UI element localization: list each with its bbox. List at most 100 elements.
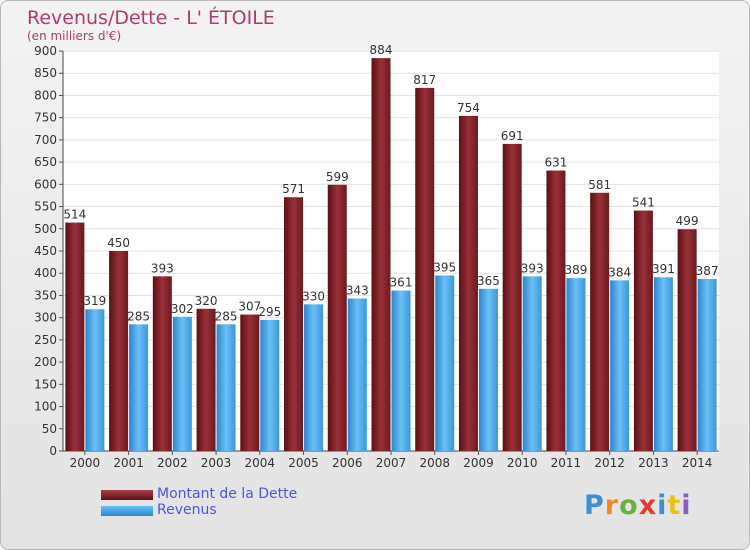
x-tick-label: 2001 xyxy=(113,456,144,470)
y-tick-label: 250 xyxy=(34,333,57,347)
legend-label-debt: Montant de la Dette xyxy=(157,486,298,502)
y-tick-label: 150 xyxy=(34,377,57,391)
bar-revenue xyxy=(435,275,455,451)
bar-debt xyxy=(152,276,172,451)
y-tick-label: 600 xyxy=(34,177,57,191)
bar-debt xyxy=(240,314,260,451)
x-tick-label: 2010 xyxy=(507,456,538,470)
bar-revenue xyxy=(172,316,192,451)
data-label-debt: 631 xyxy=(544,156,567,170)
data-label-revenue: 302 xyxy=(171,302,194,316)
data-label-revenue: 285 xyxy=(215,309,238,323)
bar-revenue xyxy=(347,298,367,451)
y-tick-label: 450 xyxy=(34,244,57,258)
x-tick-label: 2008 xyxy=(419,456,450,470)
proxiti-logo: Proxiti xyxy=(584,490,692,521)
bar-debt xyxy=(415,87,435,451)
grid-lines xyxy=(63,50,719,452)
bar-revenue xyxy=(653,277,673,451)
x-tick-label: 2014 xyxy=(682,456,713,470)
data-label-revenue: 319 xyxy=(83,294,106,308)
bar-debt xyxy=(371,58,391,451)
bar-debt xyxy=(633,210,653,451)
y-tick-label: 650 xyxy=(34,155,57,169)
data-labels: 5143194502853933023202853072955713305993… xyxy=(63,43,718,323)
data-label-debt: 541 xyxy=(632,196,655,210)
y-tick-label: 700 xyxy=(34,133,57,147)
y-tick-label: 400 xyxy=(34,266,57,280)
bar-debt xyxy=(546,170,566,452)
data-label-debt: 514 xyxy=(63,208,86,222)
y-tick-label: 300 xyxy=(34,311,57,325)
bar-revenue xyxy=(129,324,149,451)
y-tick-label: 850 xyxy=(34,66,57,80)
data-label-debt: 817 xyxy=(413,73,436,87)
legend-swatch-debt xyxy=(101,490,153,500)
chart-subtitle: (en milliers d'€) xyxy=(27,29,122,43)
x-tick-label: 2005 xyxy=(288,456,319,470)
y-axis-ticks: 0 50 100 150 200 250 300 350 400 450 500 550 600 650 7… xyxy=(34,44,719,458)
y-tick-label: 350 xyxy=(34,288,57,302)
data-label-revenue: 361 xyxy=(390,276,413,290)
data-label-revenue: 391 xyxy=(652,262,675,276)
bar-revenue xyxy=(566,278,586,451)
bar-debt xyxy=(196,308,216,451)
data-label-debt: 450 xyxy=(107,236,130,250)
data-label-revenue: 343 xyxy=(346,284,369,298)
bar-debt xyxy=(65,222,85,451)
x-tick-label: 2011 xyxy=(551,456,582,470)
data-label-debt: 320 xyxy=(195,294,218,308)
bars xyxy=(65,58,717,452)
bar-debt xyxy=(502,143,522,451)
x-tick-label: 2006 xyxy=(332,456,363,470)
y-tick-label: 0 xyxy=(49,444,57,458)
x-tick-label: 2004 xyxy=(245,456,276,470)
x-tick-label: 2009 xyxy=(463,456,494,470)
chart-title: Revenus/Dette - L' ÉTOILE xyxy=(27,7,275,29)
x-tick-label: 2012 xyxy=(594,456,625,470)
data-label-debt: 307 xyxy=(238,300,261,314)
y-tick-label: 750 xyxy=(34,111,57,125)
data-label-debt: 499 xyxy=(676,214,699,228)
y-tick-label: 500 xyxy=(34,222,57,236)
bar-debt xyxy=(590,192,610,451)
data-label-debt: 691 xyxy=(501,129,524,143)
x-tick-label: 2000 xyxy=(70,456,101,470)
y-tick-label: 100 xyxy=(34,400,57,414)
data-label-revenue: 389 xyxy=(564,263,587,277)
legend-swatch-revenue xyxy=(101,506,153,516)
data-label-revenue: 387 xyxy=(696,264,719,278)
data-label-revenue: 330 xyxy=(302,289,325,303)
bar-revenue xyxy=(697,279,717,451)
y-tick-label: 200 xyxy=(34,355,57,369)
data-label-debt: 581 xyxy=(588,178,611,192)
bar-revenue xyxy=(304,304,324,451)
bar-revenue xyxy=(85,309,105,451)
bar-revenue xyxy=(216,324,236,451)
data-label-revenue: 295 xyxy=(258,305,281,319)
y-tick-label: 50 xyxy=(42,422,57,436)
y-tick-label: 900 xyxy=(34,44,57,58)
bar-debt xyxy=(458,115,478,451)
bar-debt xyxy=(284,197,304,451)
bar-revenue xyxy=(610,280,630,451)
data-label-revenue: 365 xyxy=(477,274,500,288)
x-axis-ticks: 2000 2001 2002 2003 2004 2005 2006 2007 2008 2009… xyxy=(70,451,713,470)
bar-revenue xyxy=(522,276,542,451)
data-label-revenue: 393 xyxy=(521,261,544,275)
x-tick-label: 2003 xyxy=(201,456,232,470)
data-label-revenue: 285 xyxy=(127,309,150,323)
legend-label-revenue: Revenus xyxy=(157,502,217,518)
bar-debt xyxy=(109,251,129,451)
y-tick-label: 550 xyxy=(34,200,57,214)
y-tick-label: 800 xyxy=(34,88,57,102)
bar-revenue xyxy=(391,290,411,451)
data-label-revenue: 384 xyxy=(608,265,631,279)
x-tick-label: 2007 xyxy=(376,456,407,470)
data-label-revenue: 395 xyxy=(433,260,456,274)
data-label-debt: 599 xyxy=(326,170,349,184)
data-label-debt: 393 xyxy=(151,261,174,275)
bar-revenue xyxy=(478,288,498,451)
